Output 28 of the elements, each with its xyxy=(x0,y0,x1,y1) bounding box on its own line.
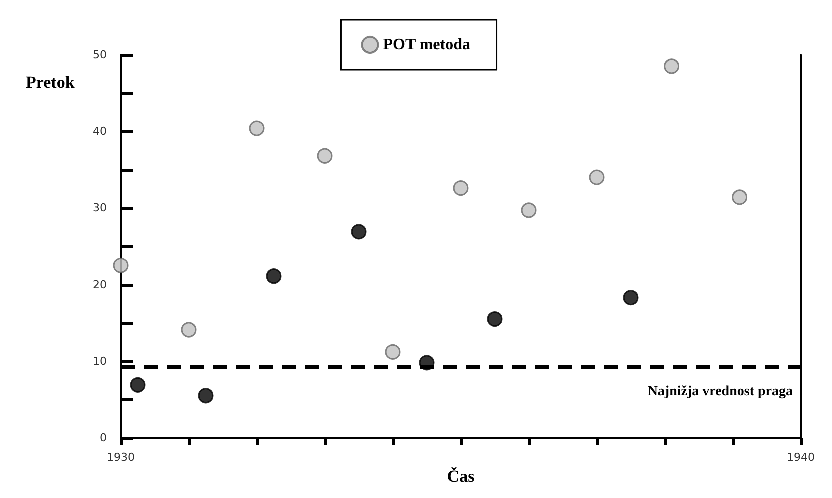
y-tick-label: 0 xyxy=(100,432,107,444)
point xyxy=(266,268,282,284)
x-tick-label: 1940 xyxy=(787,451,815,464)
point xyxy=(589,170,605,186)
y-tick-label: 30 xyxy=(93,202,107,215)
y-tick-label: 50 xyxy=(93,48,107,62)
point xyxy=(623,290,639,306)
point xyxy=(521,202,537,218)
legend-label: POT metoda xyxy=(383,36,470,54)
x-axis-title: Čas xyxy=(447,467,476,486)
point xyxy=(317,148,333,164)
point xyxy=(732,190,748,206)
point xyxy=(249,120,265,136)
point xyxy=(113,258,129,274)
ref-line-label: Najnižja vrednost praga xyxy=(648,384,793,400)
point xyxy=(453,180,469,196)
y-tick-label: 40 xyxy=(93,125,107,138)
point xyxy=(487,312,503,328)
point xyxy=(181,322,197,338)
point xyxy=(198,388,214,404)
y-tick-label: 20 xyxy=(93,278,107,292)
point xyxy=(351,224,367,240)
y-axis-title: Pretok xyxy=(26,73,76,92)
point xyxy=(664,58,680,74)
point xyxy=(130,377,146,393)
point xyxy=(385,344,401,360)
x-tick-label: 1930 xyxy=(107,451,135,464)
y-tick-label: 10 xyxy=(93,354,107,368)
